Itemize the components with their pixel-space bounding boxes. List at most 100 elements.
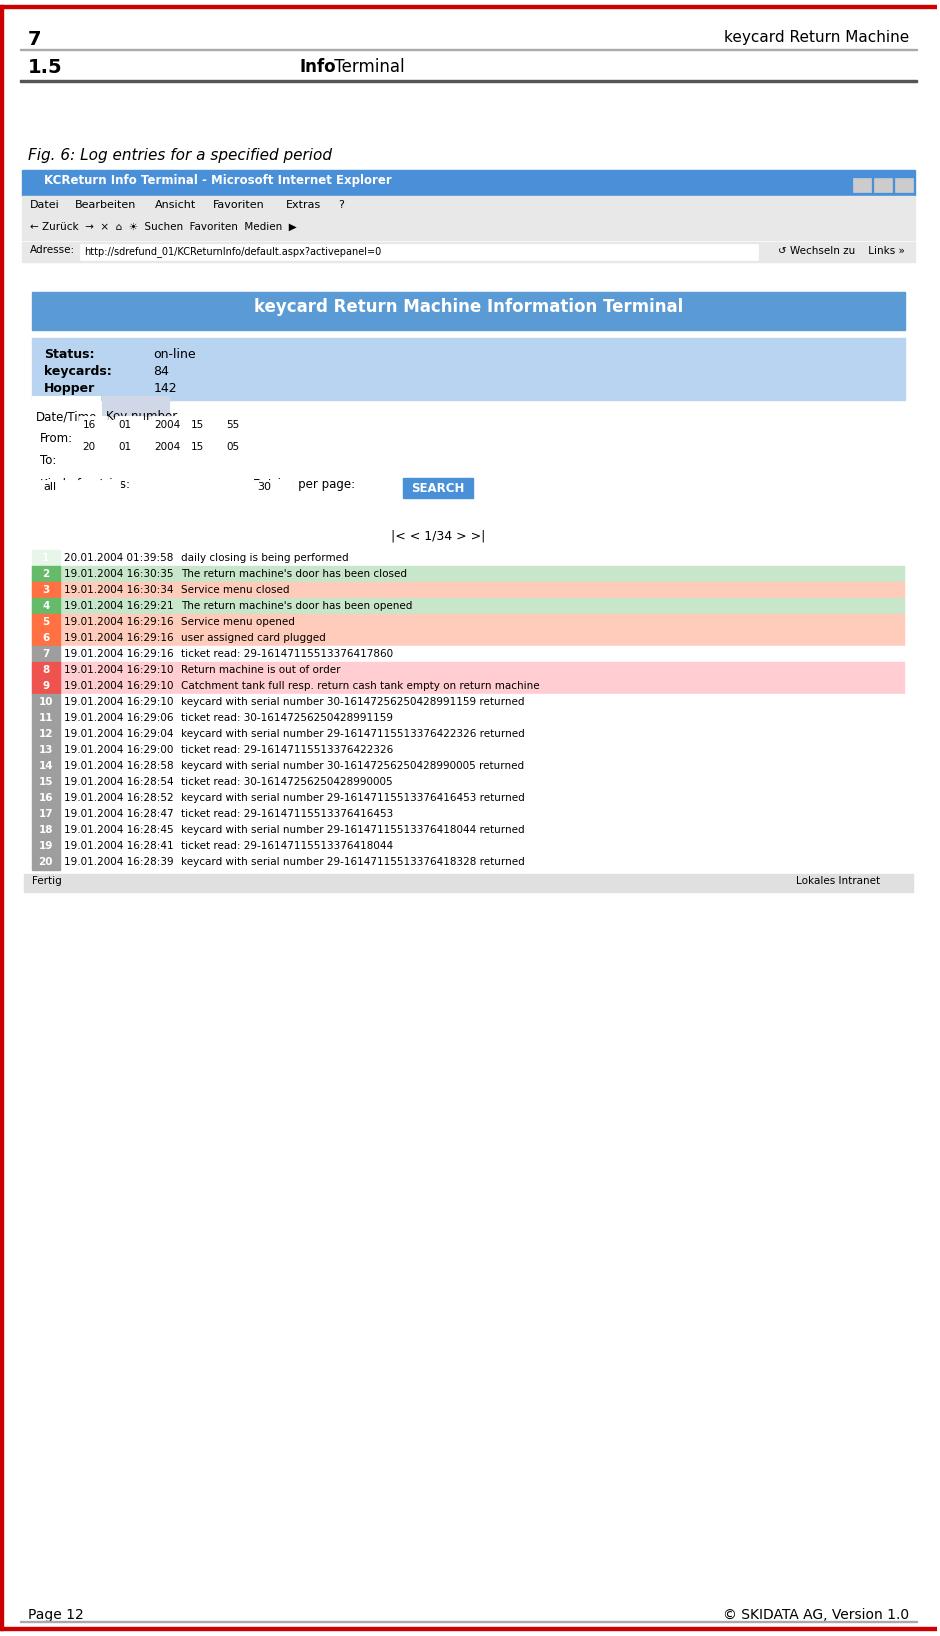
Text: keycard Return Machine Information Terminal: keycard Return Machine Information Termi…: [254, 298, 683, 316]
Bar: [32, 757, 60, 774]
Text: 2004: 2004: [154, 420, 180, 430]
Bar: [32, 821, 905, 838]
Bar: [115, 416, 143, 430]
Text: Key number: Key number: [105, 411, 177, 424]
Text: 19.01.2004 16:29:16: 19.01.2004 16:29:16: [64, 633, 173, 643]
Bar: [22, 170, 916, 196]
Text: 05: 05: [227, 442, 240, 452]
Bar: [24, 281, 913, 872]
Bar: [253, 479, 293, 496]
Text: Hopper: Hopper: [44, 381, 95, 394]
Bar: [32, 599, 905, 614]
Text: 19.01.2004 16:29:21: 19.01.2004 16:29:21: [64, 600, 173, 610]
Bar: [32, 854, 60, 870]
Text: 9: 9: [42, 681, 50, 690]
Bar: [32, 807, 905, 821]
Text: 19.01.2004 16:29:10: 19.01.2004 16:29:10: [64, 664, 173, 676]
Text: Datei: Datei: [30, 200, 59, 209]
Text: 14: 14: [39, 761, 54, 771]
Text: 13: 13: [39, 744, 53, 754]
Text: on-line: on-line: [153, 348, 196, 362]
Text: Kind of entries:: Kind of entries:: [39, 478, 130, 491]
Text: 142: 142: [153, 381, 177, 394]
Text: KCReturn Info Terminal - Microsoft Internet Explorer: KCReturn Info Terminal - Microsoft Inter…: [44, 173, 392, 187]
Bar: [32, 599, 60, 614]
Text: keycard with serial number 30-16147256250428990005 returned: keycard with serial number 30-1614725625…: [181, 761, 525, 771]
Text: ticket read: 30-16147256250428991159: ticket read: 30-16147256250428991159: [181, 713, 394, 723]
Bar: [22, 218, 916, 240]
Text: 10: 10: [39, 697, 53, 707]
Bar: [32, 854, 905, 870]
Bar: [22, 170, 916, 807]
Bar: [32, 396, 100, 416]
Bar: [102, 396, 169, 416]
Bar: [223, 438, 250, 452]
Text: Page 12: Page 12: [28, 1608, 84, 1621]
Text: 7: 7: [42, 649, 50, 659]
Text: keycard with serial number 29-16147115513376422326 returned: keycard with serial number 29-1614711551…: [181, 730, 525, 739]
Text: Terminal: Terminal: [329, 57, 404, 75]
Bar: [32, 790, 905, 807]
Bar: [0, 5, 937, 8]
Text: 19: 19: [39, 841, 53, 851]
Text: ↺ Wechseln zu    Links »: ↺ Wechseln zu Links »: [777, 245, 904, 255]
Text: 4: 4: [42, 600, 50, 610]
Text: The return machine's door has been closed: The return machine's door has been close…: [181, 569, 407, 579]
Text: 19.01.2004 16:30:34: 19.01.2004 16:30:34: [64, 586, 173, 596]
Bar: [32, 726, 60, 743]
Text: 19.01.2004 16:28:39: 19.01.2004 16:28:39: [64, 857, 173, 867]
Bar: [32, 630, 60, 646]
Text: From:: From:: [39, 432, 73, 445]
Bar: [402, 478, 473, 497]
Text: ticket read: 29-16147115513376418044: ticket read: 29-16147115513376418044: [181, 841, 394, 851]
Bar: [32, 339, 905, 399]
Bar: [0, 1626, 937, 1629]
Text: ticket read: 29-16147115513376417860: ticket read: 29-16147115513376417860: [181, 649, 394, 659]
Text: 20: 20: [39, 857, 53, 867]
Bar: [32, 821, 60, 838]
Text: Service menu opened: Service menu opened: [181, 617, 295, 627]
Bar: [20, 80, 917, 82]
Bar: [32, 566, 905, 582]
Text: Service menu closed: Service menu closed: [181, 586, 290, 596]
Bar: [32, 677, 60, 694]
Text: 19.01.2004 16:29:16: 19.01.2004 16:29:16: [64, 649, 173, 659]
Text: 2: 2: [42, 569, 50, 579]
Text: 19.01.2004 16:28:58: 19.01.2004 16:28:58: [64, 761, 173, 771]
Bar: [32, 694, 905, 710]
Text: Ansicht: Ansicht: [154, 200, 196, 209]
Text: Date/Time: Date/Time: [36, 411, 97, 424]
Text: keycard with serial number 29-16147115513376416453 returned: keycard with serial number 29-1614711551…: [181, 793, 525, 803]
Text: user assigned card plugged: user assigned card plugged: [181, 633, 326, 643]
Bar: [32, 550, 60, 566]
Text: keycard with serial number 30-16147256250428991159 returned: keycard with serial number 30-1614725625…: [181, 697, 525, 707]
Bar: [854, 178, 871, 191]
Bar: [32, 838, 905, 854]
Bar: [32, 677, 905, 694]
Bar: [32, 582, 905, 599]
Bar: [32, 790, 60, 807]
Text: ticket read: 29-16147115513376422326: ticket read: 29-16147115513376422326: [181, 744, 394, 754]
Text: 01: 01: [118, 420, 132, 430]
Text: all: all: [44, 483, 57, 492]
Bar: [32, 807, 60, 821]
Text: 11: 11: [39, 713, 53, 723]
Bar: [79, 438, 106, 452]
Text: 19.01.2004 16:29:00: 19.01.2004 16:29:00: [64, 744, 173, 754]
Text: 19.01.2004 16:29:16: 19.01.2004 16:29:16: [64, 617, 173, 627]
Text: Entries per page:: Entries per page:: [253, 478, 355, 491]
Text: keycards:: keycards:: [44, 365, 112, 378]
Text: 8: 8: [42, 664, 50, 676]
Text: 30: 30: [258, 483, 272, 492]
Bar: [32, 743, 60, 757]
Text: daily closing is being performed: daily closing is being performed: [181, 553, 349, 563]
Text: Catchment tank full resp. return cash tank empty on return machine: Catchment tank full resp. return cash ta…: [181, 681, 540, 690]
Bar: [32, 838, 60, 854]
Text: To:: To:: [39, 455, 56, 466]
Text: |< < 1/34 > >|: |< < 1/34 > >|: [391, 530, 486, 543]
Text: 19.01.2004 16:28:47: 19.01.2004 16:28:47: [64, 808, 173, 820]
Bar: [186, 416, 214, 430]
Text: ticket read: 30-16147256250428990005: ticket read: 30-16147256250428990005: [181, 777, 393, 787]
Text: 1.5: 1.5: [28, 57, 63, 77]
Bar: [150, 438, 179, 452]
